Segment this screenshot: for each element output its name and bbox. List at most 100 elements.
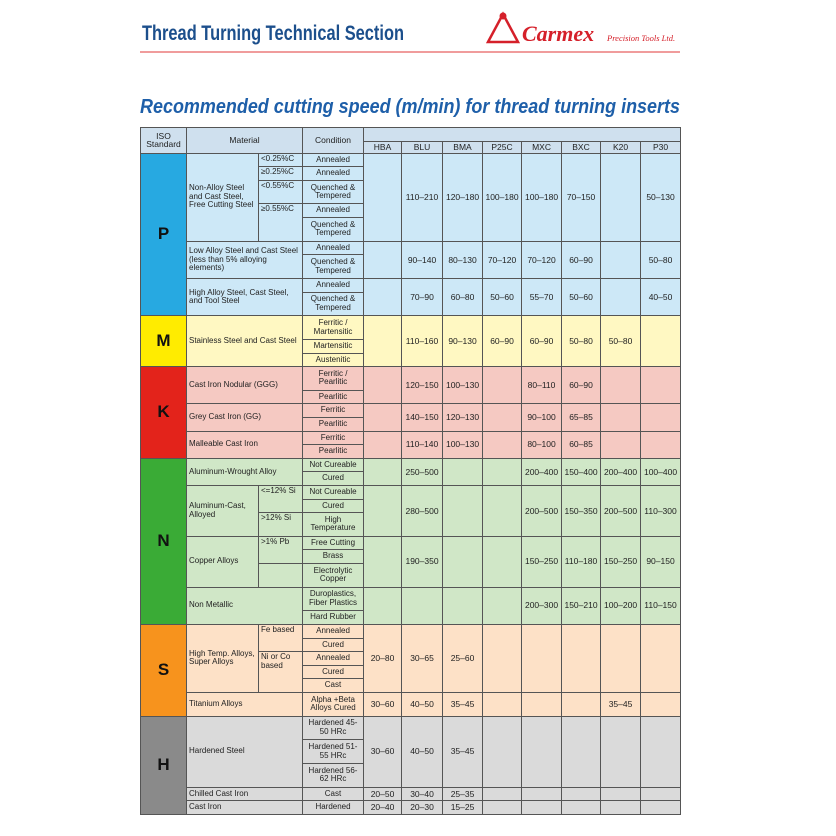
condition: Duroplastics, Fiber Plastics	[302, 586, 365, 612]
condition: Annealed	[302, 152, 365, 168]
cutting-speed	[482, 691, 523, 717]
table-body: P Non-Alloy Steel and Cast Steel, Free Cu…	[140, 152, 682, 816]
cutting-speed: 200–400	[600, 457, 642, 486]
condition: Cast	[302, 786, 365, 802]
cutting-speed	[640, 315, 682, 368]
cutting-speed	[363, 277, 403, 317]
cutting-speed	[482, 535, 523, 588]
cutting-speed	[561, 691, 602, 717]
logo-icon	[485, 11, 521, 44]
cutting-speed	[640, 623, 682, 693]
grade-header: BMA	[442, 141, 484, 154]
cutting-speed	[521, 715, 563, 788]
cutting-speed	[363, 403, 403, 432]
condition: Pearlitic	[302, 416, 365, 432]
cutting-speed: 50–80	[561, 315, 602, 368]
cutting-speed: 35–45	[600, 691, 642, 717]
cutting-speed	[561, 786, 602, 802]
cutting-speed: 100–200	[600, 586, 642, 625]
material-subgroup: >12% Si	[257, 512, 304, 537]
cutting-speed	[363, 240, 403, 279]
cutting-speed	[482, 786, 523, 802]
cutting-speed	[363, 457, 403, 486]
cutting-speed	[363, 586, 403, 625]
table-head: ISO Standard Material Condition HBA BLU BM…	[140, 127, 682, 154]
material-name: Cast Iron	[185, 800, 304, 815]
cutting-speed: 200–400	[521, 457, 563, 486]
cutting-speed: 150–210	[561, 586, 602, 625]
condition: High Temperature	[302, 512, 365, 537]
table-row: Non Metallic Duroplastics, Fiber Plastics…	[140, 586, 682, 625]
grade-header: P25C	[482, 141, 523, 154]
condition: Annealed	[302, 166, 365, 181]
cutting-speed: 50–80	[640, 240, 682, 279]
brand-tagline: Precision Tools Ltd.	[606, 33, 675, 43]
cutting-speed	[600, 152, 642, 242]
cutting-speed	[482, 457, 523, 486]
brand-name: Carmex	[522, 21, 594, 46]
cutting-speed: 150–250	[521, 535, 563, 588]
cutting-speed: 20–50	[363, 786, 403, 802]
material-name: Hardened Steel	[185, 715, 304, 788]
cutting-speed	[600, 366, 642, 405]
cutting-speed-table: ISO Standard Material Condition HBA BLU BM…	[140, 127, 682, 816]
cutting-speed	[600, 430, 642, 459]
cutting-speed: 140–150	[401, 403, 444, 432]
cutting-speed: 100–130	[442, 366, 484, 405]
cutting-speed: 80–100	[521, 430, 563, 459]
condition: Austenitic	[302, 352, 365, 368]
material-subgroup: <=12% Si	[257, 484, 304, 514]
cutting-speed	[600, 403, 642, 432]
grade-header: BLU	[401, 141, 444, 154]
cutting-speed: 50–130	[640, 152, 682, 242]
cutting-speed	[600, 786, 642, 802]
condition: Annealed	[302, 651, 365, 666]
cutting-speed: 20–40	[363, 800, 403, 815]
cutting-speed: 60–90	[561, 366, 602, 405]
cutting-speed	[363, 366, 403, 405]
cutting-speed: 100–180	[482, 152, 523, 242]
cutting-speed: 15–25	[442, 800, 484, 815]
cutting-speed: 35–45	[442, 715, 484, 788]
cutting-speed	[401, 586, 444, 625]
table-row: Grey Cast Iron (GG) Ferritic 140–150 120–13…	[140, 403, 682, 432]
cutting-speed: 110–300	[640, 484, 682, 537]
cutting-speed	[561, 800, 602, 815]
table-row: S High Temp. Alloys, Super Alloys Fe based…	[140, 623, 682, 717]
cutting-speed	[482, 715, 523, 788]
material-name: Copper Alloys	[186, 535, 259, 588]
table-row: Cast Iron Hardened 20–40 20–30 15–25	[140, 800, 682, 815]
condition-header: Condition	[302, 127, 365, 154]
cutting-speed	[363, 535, 403, 588]
condition: Free Cutting	[302, 535, 365, 551]
cutting-speed	[482, 430, 523, 459]
table-row: K Cast Iron Nodular (GGG) Ferritic / Pearl…	[140, 366, 682, 459]
cutting-speed: 30–65	[401, 623, 444, 693]
cutting-speed: 200–500	[521, 484, 563, 537]
cutting-speed	[363, 430, 403, 459]
condition: Electrolytic Copper	[302, 562, 365, 588]
table-row: H Hardened Steel Hardened 45-50 HRc 30–60 40…	[140, 715, 682, 816]
cutting-speed	[442, 457, 484, 486]
table-row: P Non-Alloy Steel and Cast Steel, Free Cu…	[140, 152, 682, 317]
cutting-speed	[600, 240, 642, 279]
cutting-speed: 110–140	[401, 430, 444, 459]
grade-header: P30	[640, 141, 682, 154]
material-subgroup: ≥0.55%C	[257, 203, 304, 242]
cutting-speed: 120–150	[401, 366, 444, 405]
cutting-speed: 70–150	[561, 152, 602, 242]
cutting-speed: 35–45	[442, 691, 484, 717]
material-name: Low Alloy Steel and Cast Steel (less tha…	[185, 240, 304, 279]
iso-group: S	[140, 623, 187, 717]
cutting-speed: 60–90	[561, 240, 602, 279]
condition: Hardened 56-62 HRc	[302, 762, 365, 788]
condition: Annealed	[302, 203, 365, 219]
material-name: High Temp. Alloys, Super Alloys	[186, 623, 259, 693]
condition: Not Cureable	[302, 457, 365, 473]
table-row: Aluminum-Cast, Alloyed <=12% Si Not Cureab…	[140, 484, 682, 537]
condition: Quenched & Tempered	[302, 254, 365, 279]
cutting-speed: 60–90	[482, 315, 523, 368]
material-name: High Alloy Steel, Cast Steel, and Tool S…	[185, 277, 304, 317]
cutting-speed	[521, 800, 563, 815]
material-name: Non Metallic	[185, 586, 304, 625]
